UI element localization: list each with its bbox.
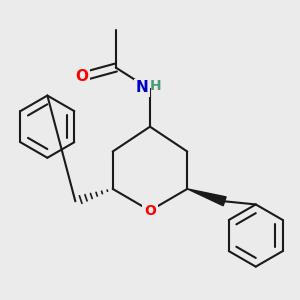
Text: O: O xyxy=(144,204,156,218)
Text: H: H xyxy=(150,79,161,93)
Text: O: O xyxy=(75,69,88,84)
Text: N: N xyxy=(136,80,148,95)
Polygon shape xyxy=(187,189,226,206)
